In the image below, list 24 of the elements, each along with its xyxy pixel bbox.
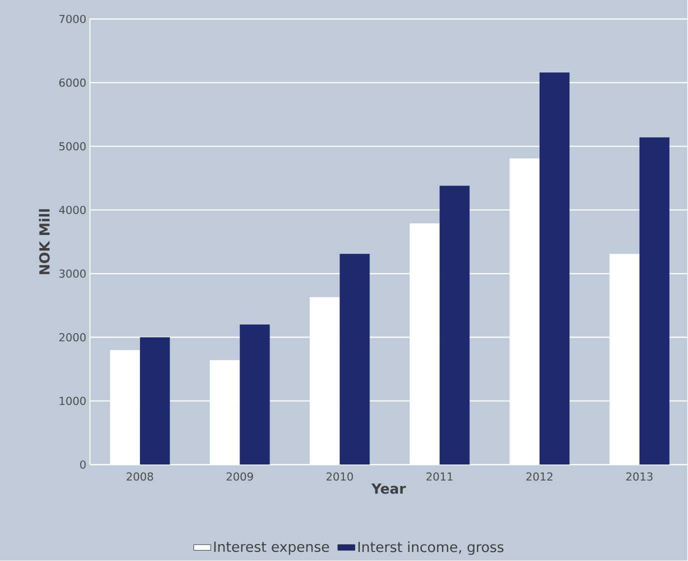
y-tick-label: 1000 <box>60 397 86 406</box>
y-tick-label: 7000 <box>59 15 86 24</box>
y-tick-label: 5000 <box>59 142 86 151</box>
x-tick-label: 2008 <box>126 472 154 481</box>
y-tick-label: 2000 <box>59 333 86 342</box>
x-tick-label: 2011 <box>426 472 453 481</box>
x-tick-label: 2010 <box>326 472 353 481</box>
x-axis-title: Year <box>371 484 406 494</box>
legend-label: Interst income, gross <box>358 542 504 556</box>
y-tick-label: 0 <box>80 460 86 469</box>
bar <box>639 138 670 465</box>
legend-label: Interest expense <box>214 542 329 555</box>
y-tick-label: 6000 <box>59 78 86 88</box>
bar <box>540 72 570 465</box>
x-tick-label: 2013 <box>626 472 652 481</box>
y-tick-label: 4000 <box>59 206 86 214</box>
bar <box>440 186 470 465</box>
bar <box>340 254 370 465</box>
bar <box>240 324 270 465</box>
y-axis-title: NOK Mill <box>38 210 50 274</box>
bar <box>140 338 170 465</box>
x-tick-label: 2009 <box>226 472 253 481</box>
x-tick-label: 2012 <box>526 472 552 481</box>
y-tick-label: 3000 <box>59 270 86 278</box>
